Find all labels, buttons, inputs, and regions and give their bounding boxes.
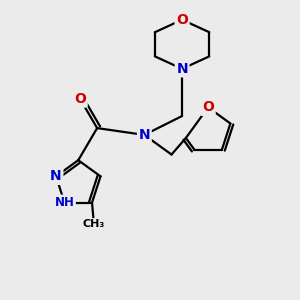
Text: CH₃: CH₃ xyxy=(83,219,105,230)
Text: NH: NH xyxy=(55,196,74,209)
Text: O: O xyxy=(202,100,214,114)
Text: N: N xyxy=(139,128,150,142)
Text: N: N xyxy=(50,169,62,183)
Text: O: O xyxy=(74,92,86,106)
Text: N: N xyxy=(176,62,188,76)
Text: O: O xyxy=(176,13,188,27)
